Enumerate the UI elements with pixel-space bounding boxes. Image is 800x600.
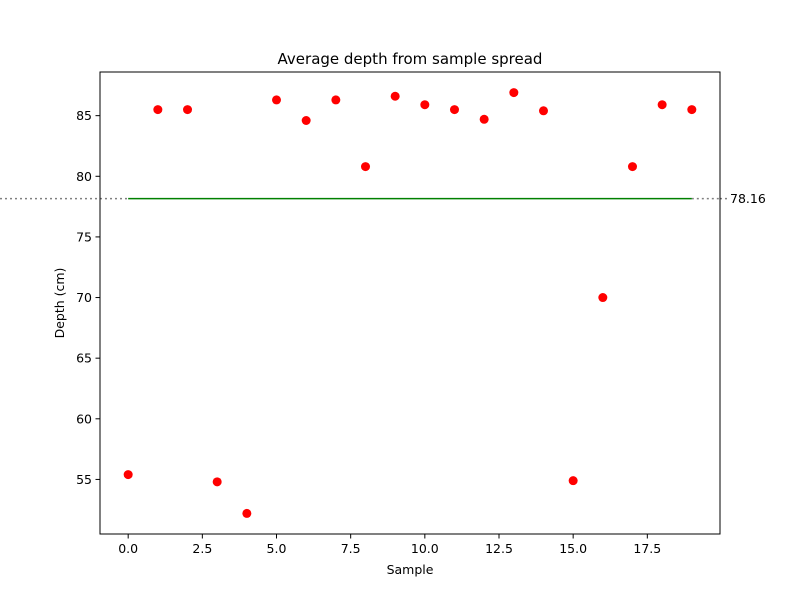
x-tick-label: 10.0 bbox=[411, 541, 439, 556]
data-point bbox=[153, 105, 163, 115]
x-tick-label: 17.5 bbox=[633, 541, 661, 556]
data-point bbox=[183, 105, 193, 115]
data-point bbox=[627, 162, 637, 172]
y-tick-label: 65 bbox=[76, 351, 92, 366]
x-axis-label: Sample bbox=[387, 562, 434, 577]
data-point bbox=[123, 470, 133, 480]
x-tick-label: 0.0 bbox=[118, 541, 138, 556]
data-point bbox=[212, 477, 222, 487]
data-point bbox=[568, 476, 578, 486]
data-point bbox=[538, 106, 548, 116]
data-points bbox=[123, 88, 697, 518]
y-tick-label: 70 bbox=[76, 290, 92, 305]
y-axis-label: Depth (cm) bbox=[52, 268, 67, 339]
data-point bbox=[657, 100, 667, 110]
data-point bbox=[331, 95, 341, 105]
x-tick-label: 2.5 bbox=[192, 541, 212, 556]
chart-title: Average depth from sample spread bbox=[278, 50, 543, 68]
x-axis-ticks: 0.0 2.5 5.0 7.5 10.0 12.5 15.0 17.5 bbox=[118, 534, 661, 556]
x-tick-label: 15.0 bbox=[559, 541, 587, 556]
data-point bbox=[242, 508, 252, 518]
data-point bbox=[301, 116, 311, 126]
x-tick-label: 5.0 bbox=[267, 541, 287, 556]
data-point bbox=[598, 293, 608, 303]
y-tick-label: 60 bbox=[76, 411, 92, 426]
plot-frame bbox=[99, 71, 721, 535]
y-tick-label: 55 bbox=[76, 472, 92, 487]
data-point bbox=[479, 114, 489, 124]
data-point bbox=[509, 88, 519, 98]
y-tick-label: 85 bbox=[76, 108, 92, 123]
data-point bbox=[390, 91, 400, 101]
average-value-label: 78.16 bbox=[730, 191, 766, 206]
x-tick-label: 12.5 bbox=[485, 541, 513, 556]
data-point bbox=[272, 95, 282, 105]
data-point bbox=[361, 162, 371, 172]
data-point bbox=[687, 105, 697, 115]
data-point bbox=[420, 100, 430, 110]
y-tick-label: 75 bbox=[76, 229, 92, 244]
x-tick-label: 7.5 bbox=[341, 541, 361, 556]
data-point bbox=[449, 105, 459, 115]
y-tick-label: 80 bbox=[76, 169, 92, 184]
y-axis-ticks: 55 60 65 70 75 80 85 bbox=[76, 108, 100, 487]
